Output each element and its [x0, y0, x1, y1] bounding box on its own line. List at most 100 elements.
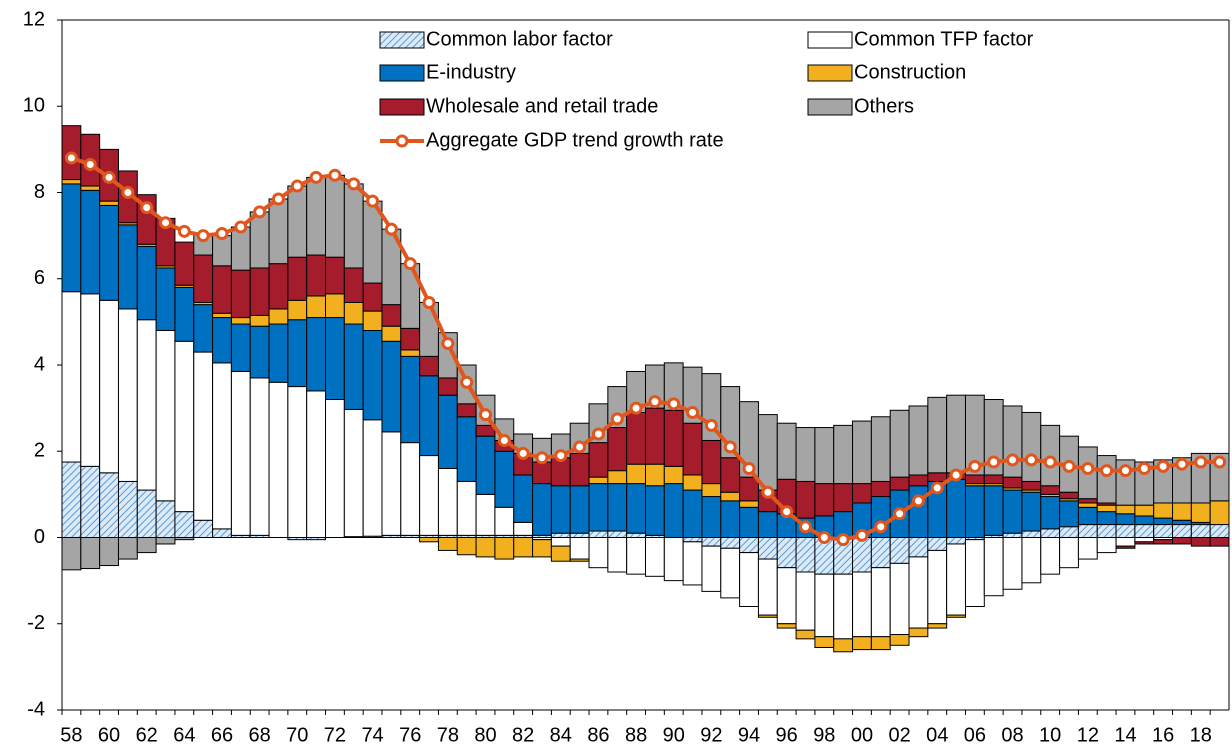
bar-segment — [833, 573, 854, 640]
line-marker — [855, 528, 869, 542]
bar-segment — [249, 267, 270, 316]
line-marker — [347, 177, 361, 191]
bar-segment — [155, 330, 176, 502]
bar-segment — [306, 317, 327, 392]
bar-segment — [117, 537, 138, 560]
line-marker — [366, 194, 380, 208]
legend-swatch — [807, 98, 853, 116]
bar-segment — [80, 189, 101, 295]
bar-segment — [870, 636, 891, 651]
bar-segment — [381, 431, 402, 536]
line-marker — [930, 481, 944, 495]
x-tick-label: 72 — [324, 724, 346, 746]
bar-segment — [1096, 537, 1117, 554]
legend-label: Wholesale and retail trade — [426, 95, 658, 117]
bar-segment — [343, 408, 364, 538]
y-tick-label: 4 — [34, 353, 45, 375]
bar-segment — [1209, 537, 1230, 547]
x-tick-label: 06 — [964, 724, 986, 746]
bar-segment — [1002, 537, 1023, 590]
bar-segment — [569, 485, 590, 534]
bar-segment — [739, 500, 759, 508]
bar-segment — [983, 537, 1004, 597]
line-marker — [968, 459, 982, 473]
legend-label: Construction — [854, 61, 966, 83]
bar-segment — [117, 308, 138, 482]
line-marker — [196, 229, 210, 243]
bar-segment — [61, 537, 82, 571]
bar-segment — [757, 558, 778, 616]
bar-segment — [437, 377, 458, 396]
bar-segment — [946, 614, 966, 618]
x-tick-label: 10 — [1039, 724, 1061, 746]
bar-segment — [513, 474, 534, 523]
bar-segment — [870, 567, 891, 638]
y-tick-label: 10 — [23, 95, 45, 117]
bar-segment — [325, 174, 345, 258]
bar-segment — [682, 537, 703, 543]
bar-segment — [1040, 537, 1061, 575]
bar-segment — [870, 537, 891, 569]
bar-segment — [569, 452, 590, 487]
bar-segment — [230, 323, 251, 372]
bar-segment — [343, 323, 364, 410]
bar-segment — [739, 476, 759, 502]
bar-segment — [1096, 504, 1117, 513]
bar-segment — [61, 291, 82, 463]
bar-segment — [701, 537, 722, 547]
bar-segment — [249, 314, 270, 327]
bar-segment — [230, 269, 251, 319]
bar-segment — [1172, 502, 1192, 521]
bar-segment — [1096, 511, 1117, 526]
bar-segment — [645, 407, 665, 465]
line-marker — [893, 507, 907, 521]
bar-segment — [1190, 524, 1211, 538]
bar-segment — [701, 483, 722, 498]
bar-segment — [400, 327, 421, 351]
line-marker — [177, 224, 191, 238]
bar-segment — [682, 422, 703, 476]
bar-segment — [362, 419, 383, 537]
bar-segment — [1153, 502, 1174, 519]
line-marker — [648, 395, 662, 409]
bar-segment — [1134, 541, 1155, 545]
y-tick-label: 12 — [23, 8, 45, 30]
x-tick-label: 86 — [587, 724, 609, 746]
x-tick-label: 04 — [926, 724, 948, 746]
line-marker — [64, 151, 78, 165]
bar-segment — [80, 185, 101, 191]
bar-segment — [663, 409, 684, 467]
bar-segment — [193, 304, 214, 353]
line-marker — [667, 397, 681, 411]
bar-segment — [739, 552, 759, 607]
bar-segment — [1021, 537, 1042, 584]
bar-segment — [607, 483, 628, 532]
bar-segment — [1040, 528, 1061, 538]
bar-segment — [814, 636, 835, 648]
bar-segment — [343, 301, 364, 325]
bar-segment — [306, 254, 327, 297]
x-tick-label: 00 — [851, 724, 873, 746]
bar-segment — [532, 461, 552, 485]
line-marker — [573, 440, 587, 454]
bar-segment — [1059, 491, 1079, 500]
bar-segment — [645, 485, 665, 536]
bar-segment — [1040, 485, 1061, 495]
bar-segment — [1153, 517, 1174, 526]
bar-segment — [757, 614, 778, 618]
x-tick-label: 76 — [399, 724, 421, 746]
bar-segment — [532, 483, 552, 536]
bar-segment — [268, 263, 289, 310]
bar-segment — [1077, 506, 1098, 526]
bar-segment — [776, 422, 797, 480]
x-tick-label: 78 — [437, 724, 459, 746]
line-marker — [1175, 457, 1189, 471]
line-marker — [1081, 462, 1095, 475]
x-tick-label: 16 — [1152, 724, 1174, 746]
bar-segment — [456, 403, 477, 418]
bar-segment — [588, 483, 609, 532]
bar-segment — [494, 450, 515, 508]
x-tick-label: 08 — [1001, 724, 1023, 746]
bar-segment — [400, 355, 421, 444]
bar-segment — [701, 545, 722, 592]
